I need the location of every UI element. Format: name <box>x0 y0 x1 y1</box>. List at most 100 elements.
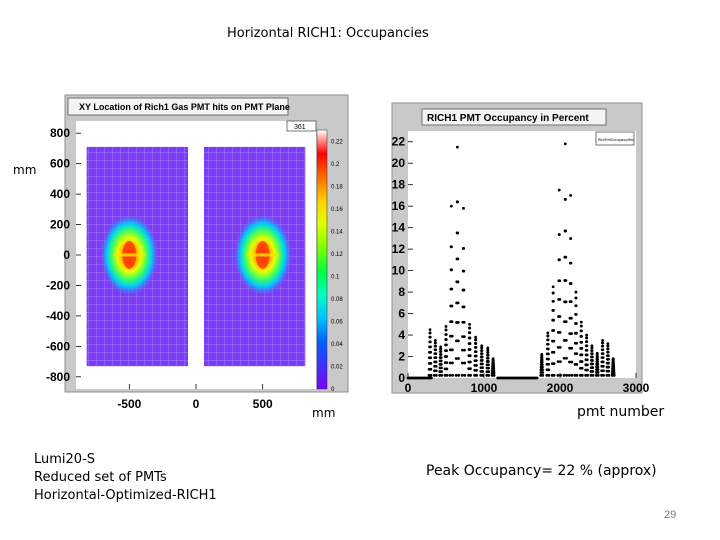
peak-11-point <box>486 356 490 360</box>
peak-8-point <box>468 336 472 340</box>
peak-16-point <box>556 345 560 349</box>
scatter-x-tick-label: 2000 <box>547 381 574 395</box>
peak-3-point <box>439 350 443 353</box>
heatmap-y-tick-label: 0 <box>63 248 70 262</box>
peak-4-point <box>445 355 449 358</box>
peak-9-point <box>475 373 479 377</box>
peak-25-point <box>606 350 610 354</box>
scatter-markers <box>406 142 616 380</box>
peak-4-point <box>445 349 448 352</box>
peak-23-point <box>595 353 599 357</box>
peak-7-point <box>462 246 466 250</box>
peak-5-point <box>448 348 452 352</box>
peak-1-point <box>429 367 433 371</box>
peak-19-point <box>574 296 578 300</box>
peak-16-point <box>558 279 562 283</box>
peak-10-point <box>480 349 484 353</box>
peak-9-point <box>473 373 477 377</box>
colorbar-label: 0.14 <box>331 229 343 235</box>
peak-9-point <box>474 342 478 345</box>
peak-10-point <box>479 373 483 377</box>
peak-22-point <box>589 373 593 377</box>
peak-26-point <box>612 373 616 377</box>
peak-9-point <box>474 354 478 358</box>
peak-16-point <box>557 233 561 236</box>
peak-22-point <box>590 346 594 350</box>
peak-2-point <box>434 373 438 377</box>
peak-18-point <box>568 360 571 364</box>
hotspot-band-2 <box>246 253 279 257</box>
peak-3-point <box>439 345 443 349</box>
peak-19-point <box>575 362 579 366</box>
peak-4-point <box>444 328 448 332</box>
peak-4-point <box>445 343 448 347</box>
peak-20-point <box>580 360 584 363</box>
peak-5-point <box>450 334 454 338</box>
peak-11-point <box>487 373 491 377</box>
peak-2-point <box>434 364 438 368</box>
peak-15-point <box>552 362 556 366</box>
peak-21-point <box>584 373 588 377</box>
peak-11-point <box>485 373 489 377</box>
peak-24-point <box>601 360 605 364</box>
colorbar-label: 0.18 <box>331 184 343 190</box>
peak-17-point <box>564 339 568 342</box>
peak-7-point <box>461 348 464 352</box>
scatter-y-tick-label: 2 <box>398 350 405 364</box>
peak-7-point <box>462 320 466 324</box>
heatmap-title: XY Location of Rich1 Gas PMT hits on PMT… <box>79 102 290 112</box>
peak-6-point <box>457 373 461 377</box>
heatmap-y-tick-label: -200 <box>46 278 70 292</box>
peak-24-point <box>602 369 605 373</box>
peak-7-point <box>463 361 467 365</box>
peak-23-point <box>596 365 600 369</box>
peak-17-point <box>564 320 568 324</box>
peak-1-point <box>428 335 432 339</box>
peak-4-point <box>445 367 449 371</box>
peak-22-point <box>591 373 595 377</box>
peak-14-point <box>546 334 550 338</box>
heatmap-title-box <box>67 97 289 116</box>
peak-4-point <box>444 325 448 328</box>
peak-11-point <box>487 366 490 370</box>
peak-6-point <box>456 231 460 235</box>
peak-22-point <box>590 349 594 353</box>
peak-22-point <box>590 352 594 356</box>
peak-12-point <box>492 371 496 375</box>
peak-24-point <box>601 348 605 352</box>
colorbar-bar <box>316 129 328 390</box>
peak-5-point <box>451 373 455 377</box>
peak-14-point <box>547 362 551 366</box>
colorbar-label: 0.2 <box>331 162 340 168</box>
peak-17-point <box>564 255 568 259</box>
peak-1-point <box>428 328 432 332</box>
peak-6-point <box>454 339 458 343</box>
colorbar-label: 0.08 <box>331 297 343 303</box>
peak-26-point <box>610 373 614 377</box>
heatmap-x-ticks: -500 0 500 <box>117 384 273 411</box>
peak-2-point <box>434 341 437 345</box>
peak-24-point <box>601 344 605 348</box>
colorbar-label: 0.12 <box>331 252 343 258</box>
peak-8-point <box>468 326 472 330</box>
peak-6-point <box>456 321 460 324</box>
peak-2-point <box>434 348 438 352</box>
peak-25-point <box>607 357 610 361</box>
scatter-legend-text: RichPmtOccupancyHist <box>598 138 634 142</box>
peak-5-point <box>450 304 454 308</box>
peak-20-point <box>580 340 584 344</box>
peak-24-point <box>601 352 605 356</box>
peak-2-point <box>434 356 438 360</box>
peak-22-point <box>591 366 595 370</box>
peak-15-point <box>552 350 556 354</box>
peak-21-point <box>585 333 588 337</box>
run-notes: Lumi20-S Reduced set of PMTs Horizontal-… <box>34 451 217 505</box>
zero-occupancy-point <box>535 376 539 380</box>
peak-15-point <box>552 318 555 322</box>
peak-5-point <box>451 361 454 365</box>
scatter-y-tick-label: 4 <box>398 328 405 342</box>
peak-25-point <box>607 373 611 377</box>
peak-16-point <box>556 360 560 364</box>
peak-15-point <box>552 339 556 343</box>
